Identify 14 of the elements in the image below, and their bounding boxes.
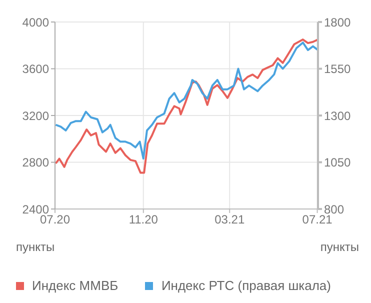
y-tick-label: 2800 <box>22 156 50 170</box>
y-axis-title: пункты <box>16 240 55 254</box>
legend-label: Индекс ММВБ <box>32 278 118 293</box>
legend-label: Индекс РТС (правая шкала) <box>161 278 331 293</box>
y-tick-label: 3600 <box>22 62 50 76</box>
y2-tick-label: 1800 <box>324 15 352 30</box>
y-tick-label: 3200 <box>22 108 50 123</box>
y2-tick-label: 1300 <box>324 108 352 123</box>
y2-tick-label: 1050 <box>324 156 352 170</box>
x-tick-label: 03.21 <box>214 212 245 227</box>
y2-axis-title: пункты <box>320 240 359 254</box>
y-tick-label: 4000 <box>22 15 50 30</box>
y2-tick-label: 1550 <box>324 62 352 76</box>
x-tick-label: 11.20 <box>128 212 158 227</box>
